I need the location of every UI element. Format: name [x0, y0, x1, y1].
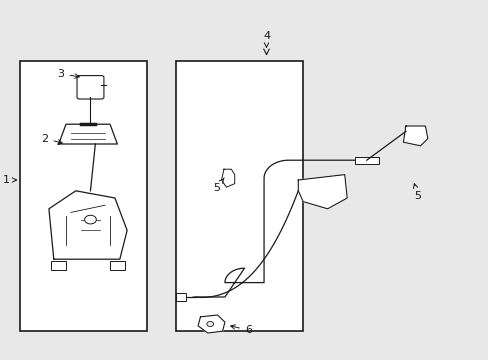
Text: 1: 1 — [2, 175, 17, 185]
Text: 3: 3 — [58, 69, 79, 79]
Polygon shape — [221, 169, 234, 187]
Text: 2: 2 — [41, 134, 62, 144]
Bar — [110, 261, 124, 270]
FancyBboxPatch shape — [77, 76, 103, 99]
Text: 5: 5 — [413, 184, 421, 201]
Polygon shape — [198, 315, 224, 333]
Text: 6: 6 — [230, 325, 251, 335]
Circle shape — [206, 321, 213, 327]
Circle shape — [84, 215, 96, 224]
Polygon shape — [298, 175, 346, 209]
Bar — [176, 61, 303, 331]
Polygon shape — [49, 191, 127, 259]
Polygon shape — [403, 126, 427, 146]
Bar — [20, 61, 146, 331]
Text: 4: 4 — [263, 31, 269, 47]
Bar — [51, 261, 66, 270]
Bar — [176, 293, 185, 301]
Bar — [354, 157, 378, 164]
Text: 5: 5 — [213, 178, 224, 193]
